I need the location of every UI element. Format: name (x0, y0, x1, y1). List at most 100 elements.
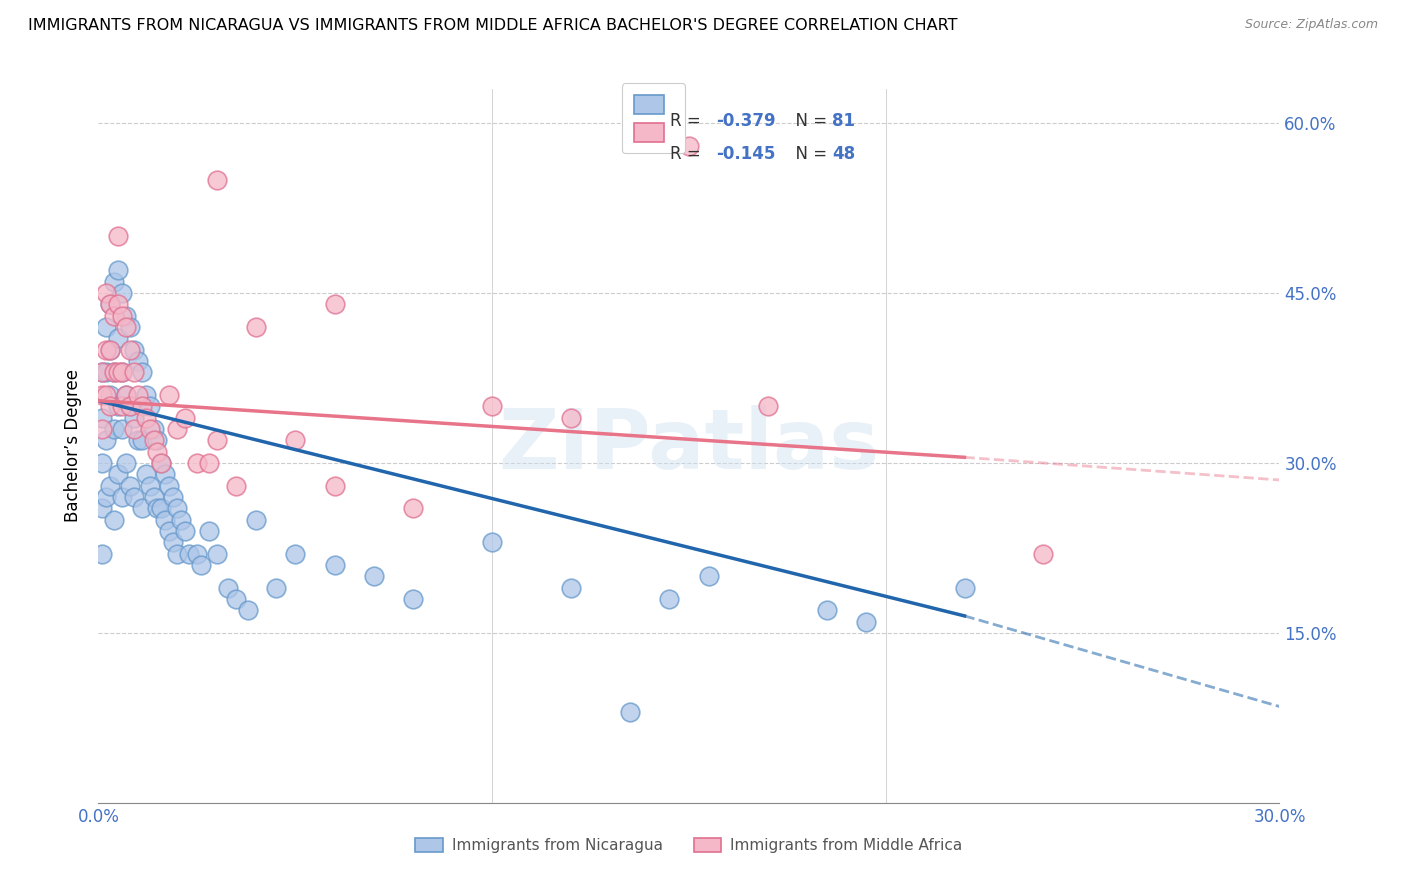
Point (284, 547, 307, 561)
Point (96, 320, 118, 334)
Point (560, 410, 582, 425)
Point (131, 501, 153, 516)
Point (205, 173, 228, 187)
Point (190, 558, 212, 572)
Text: N =: N = (786, 145, 832, 163)
Point (157, 478, 180, 492)
Point (166, 422, 188, 436)
Y-axis label: Bachelor’s Degree: Bachelor’s Degree (65, 369, 83, 523)
Point (284, 434, 307, 448)
Point (118, 320, 141, 334)
Point (118, 343, 141, 357)
Point (177, 547, 200, 561)
Point (91, 388, 114, 402)
Point (560, 581, 582, 595)
Point (111, 422, 134, 436)
Point (122, 365, 145, 379)
Point (131, 400, 153, 414)
Point (103, 275, 125, 289)
Point (146, 501, 169, 516)
Text: 81: 81 (832, 112, 855, 130)
Point (217, 581, 239, 595)
Point (131, 365, 153, 379)
Text: R =: R = (671, 145, 706, 163)
Point (855, 615, 877, 629)
Point (98, 478, 121, 492)
Point (481, 535, 503, 549)
Point (138, 478, 160, 492)
Point (186, 456, 208, 470)
Point (115, 309, 138, 323)
Point (91, 410, 114, 425)
Text: Source: ZipAtlas.com: Source: ZipAtlas.com (1244, 18, 1378, 31)
Point (98, 297, 121, 311)
Point (245, 513, 267, 527)
Point (402, 501, 425, 516)
Point (323, 558, 346, 572)
Text: IMMIGRANTS FROM NICARAGUA VS IMMIGRANTS FROM MIDDLE AFRICA BACHELOR'S DEGREE COR: IMMIGRANTS FROM NICARAGUA VS IMMIGRANTS … (28, 18, 957, 33)
Point (162, 490, 184, 504)
Point (111, 490, 134, 504)
Point (122, 490, 145, 504)
Point (122, 422, 145, 436)
Point (91, 547, 114, 561)
Point (142, 490, 165, 504)
Point (174, 410, 197, 425)
Point (111, 365, 134, 379)
Text: N =: N = (786, 112, 832, 130)
Point (697, 569, 720, 583)
Legend: Immigrants from Nicaragua, Immigrants from Middle Africa: Immigrants from Nicaragua, Immigrants fr… (409, 832, 969, 859)
Point (150, 456, 173, 470)
Point (122, 343, 145, 357)
Point (323, 297, 346, 311)
Point (131, 434, 153, 448)
Point (205, 547, 228, 561)
Point (107, 365, 129, 379)
Point (1032, 547, 1054, 561)
Point (953, 581, 976, 595)
Point (205, 434, 228, 448)
Point (103, 422, 125, 436)
Point (115, 388, 138, 402)
Point (91, 365, 114, 379)
Point (166, 501, 188, 516)
Point (91, 501, 114, 516)
Point (111, 309, 134, 323)
Point (91, 456, 114, 470)
Point (111, 286, 134, 301)
Point (658, 591, 681, 606)
Point (96, 434, 118, 448)
Point (98, 343, 121, 357)
Point (166, 547, 188, 561)
Point (118, 400, 141, 414)
Point (98, 388, 121, 402)
Point (103, 513, 125, 527)
Point (138, 422, 160, 436)
Point (96, 343, 118, 357)
Point (225, 478, 247, 492)
Point (146, 444, 169, 458)
Point (157, 524, 180, 538)
Point (111, 365, 134, 379)
Point (678, 138, 700, 153)
Text: R =: R = (671, 112, 706, 130)
Point (236, 603, 259, 617)
Point (107, 229, 129, 244)
Point (115, 320, 138, 334)
Point (98, 343, 121, 357)
Point (135, 388, 157, 402)
Point (115, 388, 138, 402)
Point (91, 365, 114, 379)
Point (756, 400, 779, 414)
Point (103, 365, 125, 379)
Text: -0.145: -0.145 (717, 145, 776, 163)
Point (155, 513, 177, 527)
Point (122, 410, 145, 425)
Point (107, 263, 129, 277)
Point (107, 331, 129, 345)
Point (146, 434, 169, 448)
Point (91, 422, 114, 436)
Point (107, 467, 129, 482)
Point (157, 388, 180, 402)
Text: 48: 48 (832, 145, 855, 163)
